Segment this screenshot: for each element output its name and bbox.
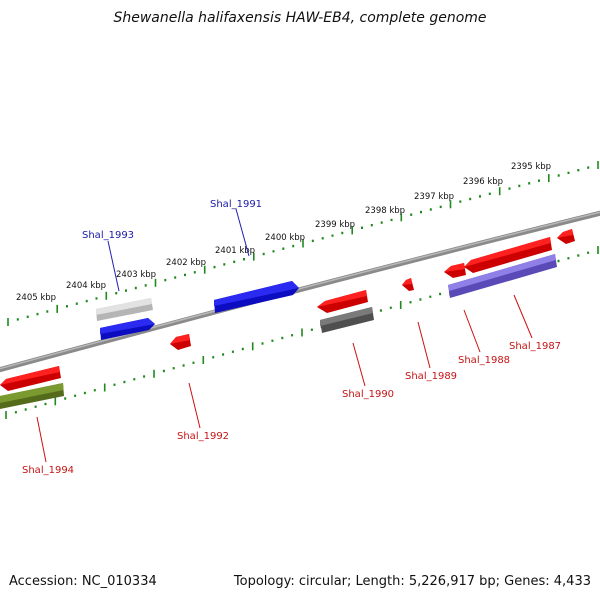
tick-label-2398: 2398 kbp	[365, 206, 405, 216]
tick-label-2396: 2396 kbp	[463, 177, 503, 187]
gene-label-shal-1992: Shal_1992	[177, 431, 229, 442]
tick-label-2395: 2395 kbp	[511, 162, 551, 172]
gene-shal-1989[interactable]	[402, 278, 414, 291]
accession-text: Accession: NC_010334	[9, 574, 157, 589]
gene-shal-1990[interactable]	[317, 290, 368, 313]
upper-tick-row	[7, 161, 599, 326]
gene-shal-1993[interactable]	[100, 318, 155, 340]
gene-shal-1991[interactable]	[214, 281, 299, 313]
gene-shal-1988-main[interactable]	[464, 237, 552, 273]
gene-label-shal-1988: Shal_1988	[458, 355, 510, 366]
tick-label-2405: 2405 kbp	[16, 293, 56, 303]
tick-label-2403: 2403 kbp	[116, 270, 156, 280]
genome-backbone	[0, 210, 600, 373]
gene-label-shal-1993: Shal_1993	[82, 230, 134, 241]
gene-shal-1986-partial[interactable]	[557, 229, 575, 244]
gene-label-shal-1987: Shal_1987	[509, 341, 561, 352]
tick-label-2404: 2404 kbp	[66, 281, 106, 291]
tick-label-2400: 2400 kbp	[265, 233, 305, 243]
tick-label-2401: 2401 kbp	[215, 246, 255, 256]
forward-leader-lines	[107, 208, 250, 292]
gene-shal-1992[interactable]	[170, 334, 191, 350]
genome-summary-text: Topology: circular; Length: 5,226,917 bp…	[233, 574, 591, 589]
tick-label-2397: 2397 kbp	[414, 192, 454, 202]
tick-label-2402: 2402 kbp	[166, 258, 206, 268]
gene-shal-1988[interactable]	[444, 263, 466, 278]
map-title: Shewanella halifaxensis HAW-EB4, complet…	[113, 10, 487, 26]
gene-shal-1990-darkgray[interactable]	[320, 307, 374, 333]
gene-shal-1994-olive[interactable]	[0, 383, 64, 409]
gene-shal-1994[interactable]	[0, 366, 61, 391]
reverse-leader-lines	[36, 294, 533, 463]
gene-label-shal-1989: Shal_1989	[405, 371, 457, 382]
tick-label-2399: 2399 kbp	[315, 220, 355, 230]
gene-label-shal-1994: Shal_1994	[22, 465, 74, 476]
gene-label-shal-1990: Shal_1990	[342, 389, 394, 400]
gene-shal-1993-gray[interactable]	[96, 298, 153, 321]
gene-shal-1987[interactable]	[448, 254, 557, 298]
genome-backbone-highlight	[0, 211, 600, 370]
gene-label-shal-1991: Shal_1991	[210, 199, 262, 210]
